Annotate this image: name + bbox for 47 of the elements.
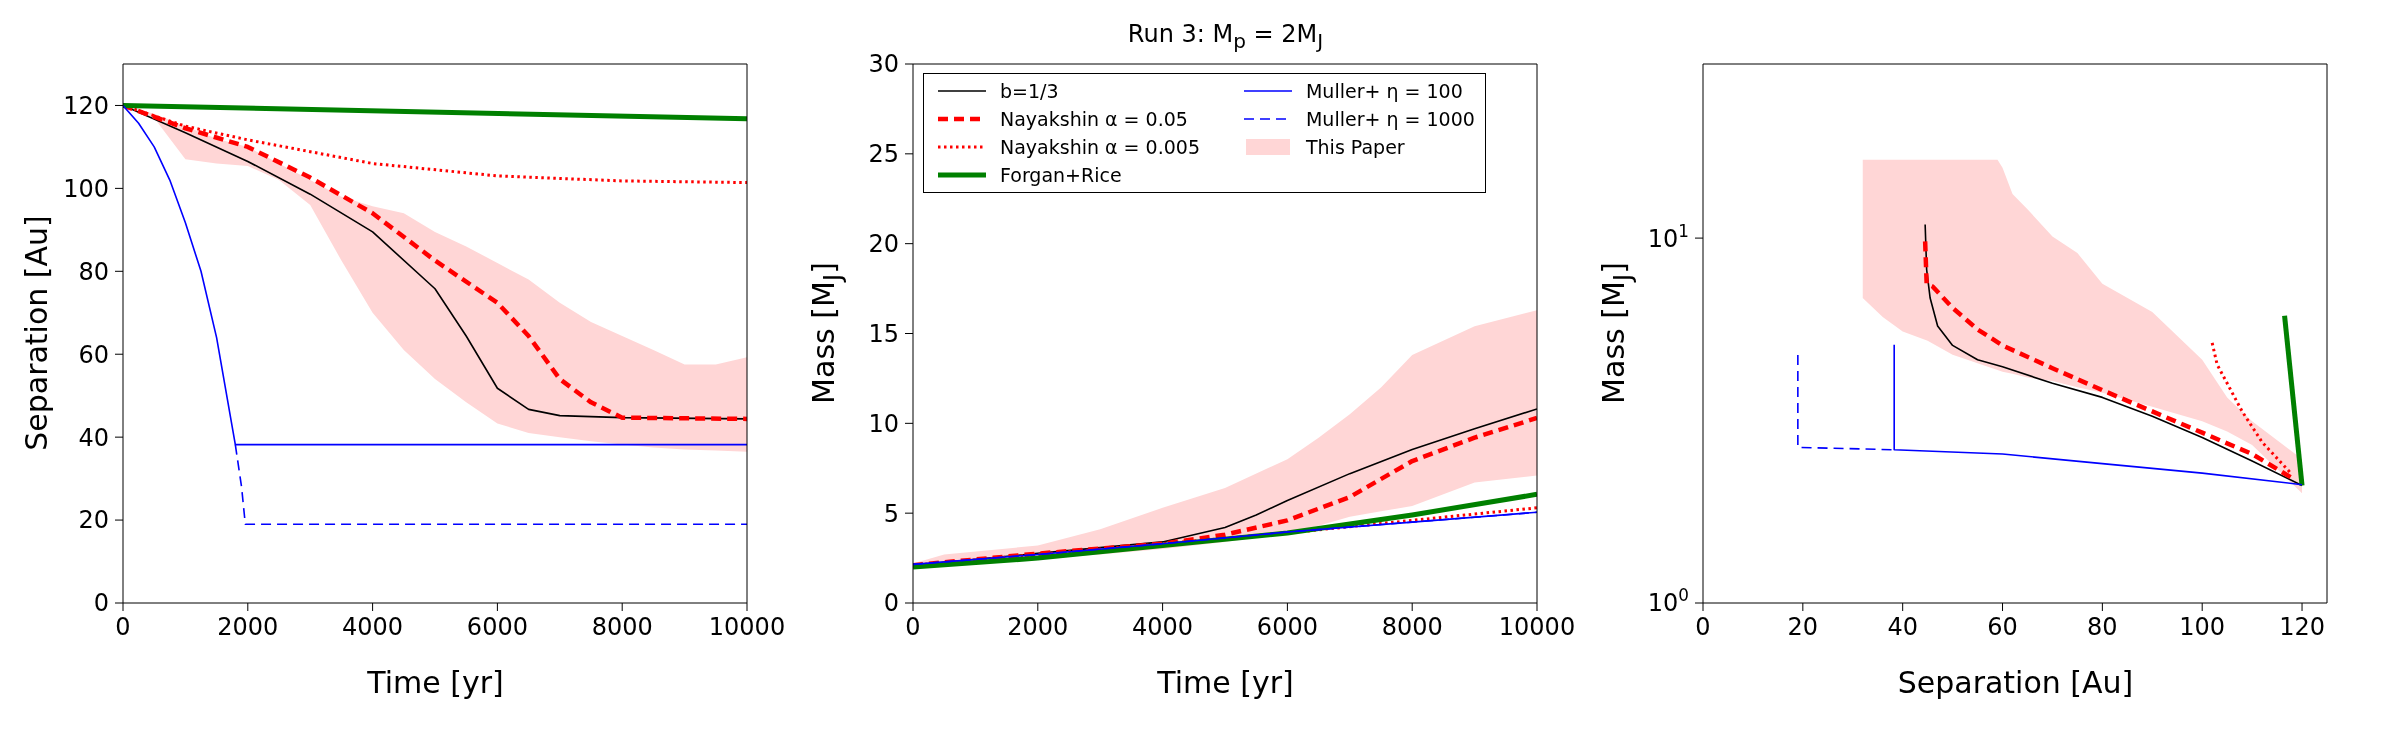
y-axis-title: Separation [Au] [18,215,54,451]
legend-label: Muller+ η = 1000 [1305,108,1475,130]
legend-label: b=1/3 [1000,80,1059,102]
y-tick-label: 30 [868,50,899,79]
x-tick-label: 4000 [342,613,404,641]
x-tick-label: 40 [1887,613,1918,641]
y-tick-label: 5 [883,499,899,528]
x-tick-label: 60 [1987,613,2018,641]
x-tick-label: 6000 [1256,613,1318,641]
x-tick-label: 6000 [466,613,528,641]
legend-label: This Paper [1305,136,1405,158]
x-tick-label: 120 [2279,613,2325,641]
y-tick-label: 0 [883,589,899,618]
x-tick-label: 2000 [217,613,279,641]
x-tick-label: 10000 [708,613,786,641]
y-tick-label: 40 [78,423,109,452]
y-tick-label: 60 [78,340,109,369]
y-tick-label: 25 [868,140,899,169]
y-tick-label: 120 [63,91,109,120]
y-tick-label: 20 [868,230,899,259]
x-tick-label: 0 [1695,613,1711,641]
y-tick-label: 100 [63,174,109,203]
y-tick-label: 15 [868,319,899,348]
legend-label: Nayakshin α = 0.05 [1000,108,1188,130]
x-tick-label: 8000 [1381,613,1443,641]
x-tick-label: 2000 [1007,613,1069,641]
legend-label: Forgan+Rice [1000,164,1122,186]
x-tick-label: 4000 [1132,613,1194,641]
legend-label: Nayakshin α = 0.005 [1000,136,1200,158]
y-tick-label: 20 [78,506,109,535]
y-tick-label: 0 [93,589,109,618]
x-tick-label: 8000 [591,613,653,641]
x-tick-label: 0 [115,613,131,641]
x-tick-label: 20 [1787,613,1819,641]
x-axis-title: Separation [Au] [1896,665,2135,700]
x-axis-title: Time [yr] [366,665,505,700]
x-tick-label: 100 [2179,613,2226,641]
x-tick-label: 0 [905,613,921,641]
y-tick-label: 10$^{0}$ [1647,585,1689,618]
legend-label: Muller+ η = 100 [1305,80,1463,102]
y-tick-label: 80 [78,257,109,286]
x-tick-label: 10000 [1498,613,1576,641]
y-tick-label: 10 [868,409,899,438]
x-axis-title: Time [yr] [1156,665,1295,700]
y-tick-label: 10$^{1}$ [1647,220,1689,253]
chart-title: Run 3: M$_{p}$ = 2M$_{J}$ [1126,20,1325,53]
x-tick-label: 80 [2087,613,2118,641]
